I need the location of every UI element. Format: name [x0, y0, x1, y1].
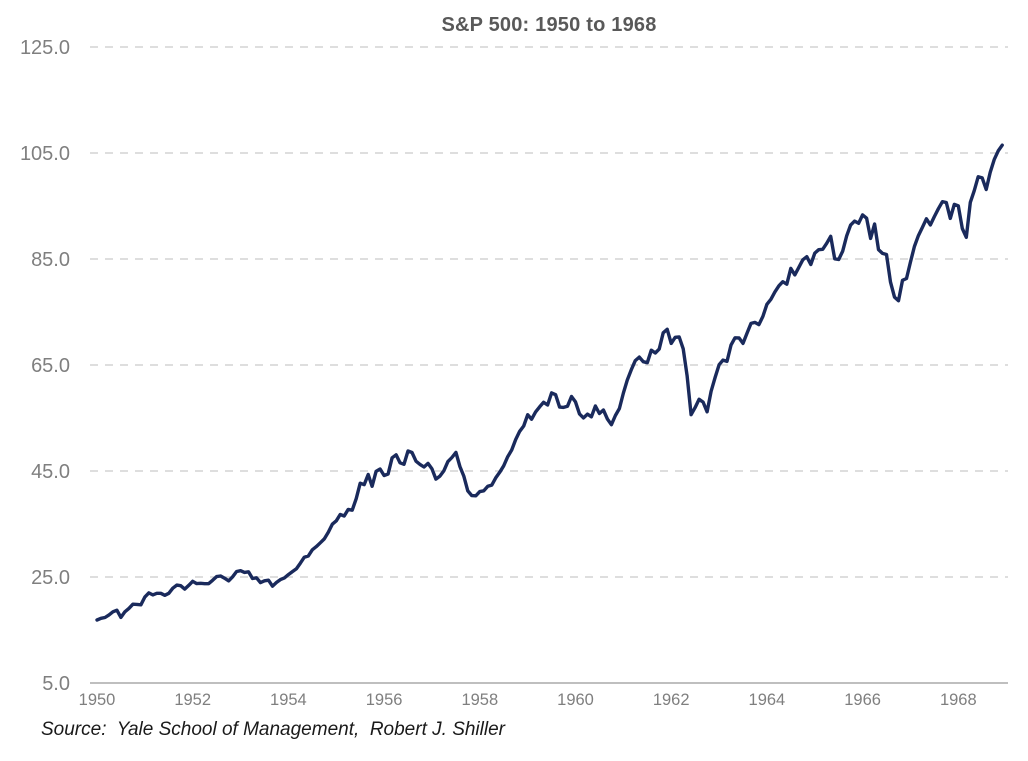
x-axis-tick-label: 1968	[940, 691, 977, 709]
y-axis-tick-label: 25.0	[31, 567, 70, 589]
x-axis-tick-label: 1956	[366, 691, 403, 709]
x-axis-tick-label: 1950	[79, 691, 116, 709]
x-axis-tick-label: 1952	[174, 691, 211, 709]
x-axis-tick-label: 1966	[844, 691, 881, 709]
sp500-price-line	[95, 143, 1004, 622]
x-axis-tick-label: 1960	[557, 691, 594, 709]
source-note: Source: Yale School of Management, Rober…	[41, 719, 505, 740]
y-axis-tick-label: 125.0	[20, 37, 70, 59]
y-axis-tick-label: 105.0	[20, 143, 70, 165]
x-axis-tick-label: 1958	[461, 691, 498, 709]
x-axis-tick-label: 1954	[270, 691, 307, 709]
x-axis-tick-label: 1964	[749, 691, 786, 709]
y-axis-tick-label: 85.0	[31, 249, 70, 271]
y-axis-tick-label: 45.0	[31, 461, 70, 483]
chart-title: S&P 500: 1950 to 1968	[441, 14, 657, 36]
y-axis-tick-label: 5.0	[42, 673, 70, 695]
x-axis-tick-label: 1962	[653, 691, 690, 709]
y-axis-tick-label: 65.0	[31, 355, 70, 377]
